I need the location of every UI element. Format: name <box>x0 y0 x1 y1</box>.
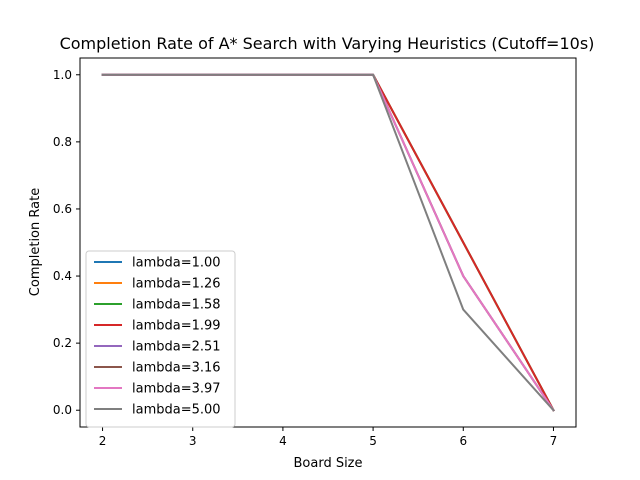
x-tick-label: 3 <box>189 434 197 448</box>
x-tick-label: 7 <box>550 434 558 448</box>
y-axis-label: Completion Rate <box>28 188 43 296</box>
legend: lambda=1.00 lambda=1.26 lambda=1.58 lambda=… <box>85 250 236 428</box>
y-tick-label: 0.2 <box>53 336 72 350</box>
y-tick-label: 0.6 <box>53 202 72 216</box>
x-tick-label: 4 <box>279 434 287 448</box>
legend-box <box>85 250 236 428</box>
y-tick-label: 1.0 <box>53 68 72 82</box>
y-tick-label: 0.8 <box>53 135 72 149</box>
x-tick-label: 5 <box>369 434 377 448</box>
x-tick-label: 6 <box>459 434 467 448</box>
y-axis-ticks: 0.0 0.2 0.4 0.6 0.8 1.0 <box>53 68 80 417</box>
legend-label-7: lambda=3.97 <box>132 382 221 397</box>
series-line-8 <box>101 73 555 412</box>
plot-frame <box>79 57 577 428</box>
legend-label-3: lambda=1.58 <box>132 298 221 313</box>
x-axis-ticks: 2 3 4 5 6 7 <box>99 427 558 448</box>
chart-title: Completion Rate of A* Search with Varyin… <box>60 34 595 53</box>
legend-label-2: lambda=1.26 <box>132 277 221 292</box>
legend-label-6: lambda=3.16 <box>132 361 221 376</box>
legend-label-5: lambda=2.51 <box>132 340 221 355</box>
legend-label-1: lambda=1.00 <box>132 256 221 271</box>
legend-label-4: lambda=1.99 <box>132 319 221 334</box>
y-tick-label: 0.0 <box>53 403 72 417</box>
x-tick-label: 2 <box>99 434 107 448</box>
legend-label-8: lambda=5.00 <box>132 403 221 418</box>
plot-lines <box>101 73 555 412</box>
x-axis-label: Board Size <box>293 456 362 471</box>
y-tick-label: 0.4 <box>53 269 72 283</box>
